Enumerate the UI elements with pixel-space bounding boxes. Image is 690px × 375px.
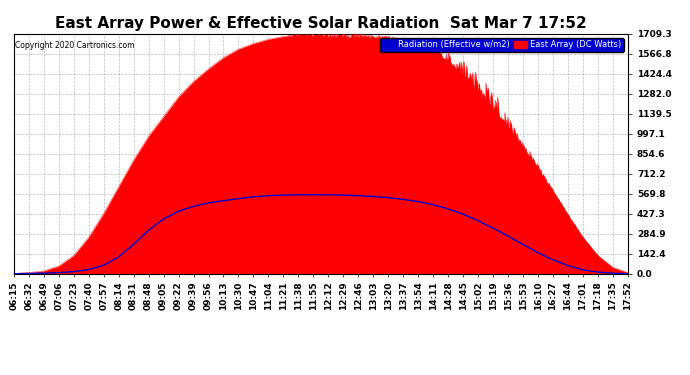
Title: East Array Power & Effective Solar Radiation  Sat Mar 7 17:52: East Array Power & Effective Solar Radia… [55, 16, 587, 31]
Text: Copyright 2020 Cartronics.com: Copyright 2020 Cartronics.com [15, 41, 135, 50]
Legend: Radiation (Effective w/m2), East Array (DC Watts): Radiation (Effective w/m2), East Array (… [380, 38, 624, 52]
